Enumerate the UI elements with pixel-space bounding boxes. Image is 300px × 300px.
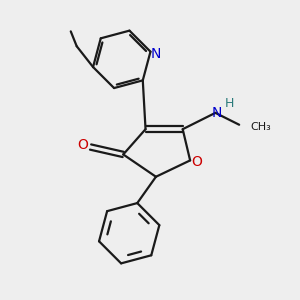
Text: O: O <box>191 155 202 169</box>
Text: N: N <box>212 106 222 120</box>
Text: H: H <box>225 97 234 110</box>
Text: CH₃: CH₃ <box>250 122 271 132</box>
Text: N: N <box>151 47 161 61</box>
Text: O: O <box>77 138 88 152</box>
